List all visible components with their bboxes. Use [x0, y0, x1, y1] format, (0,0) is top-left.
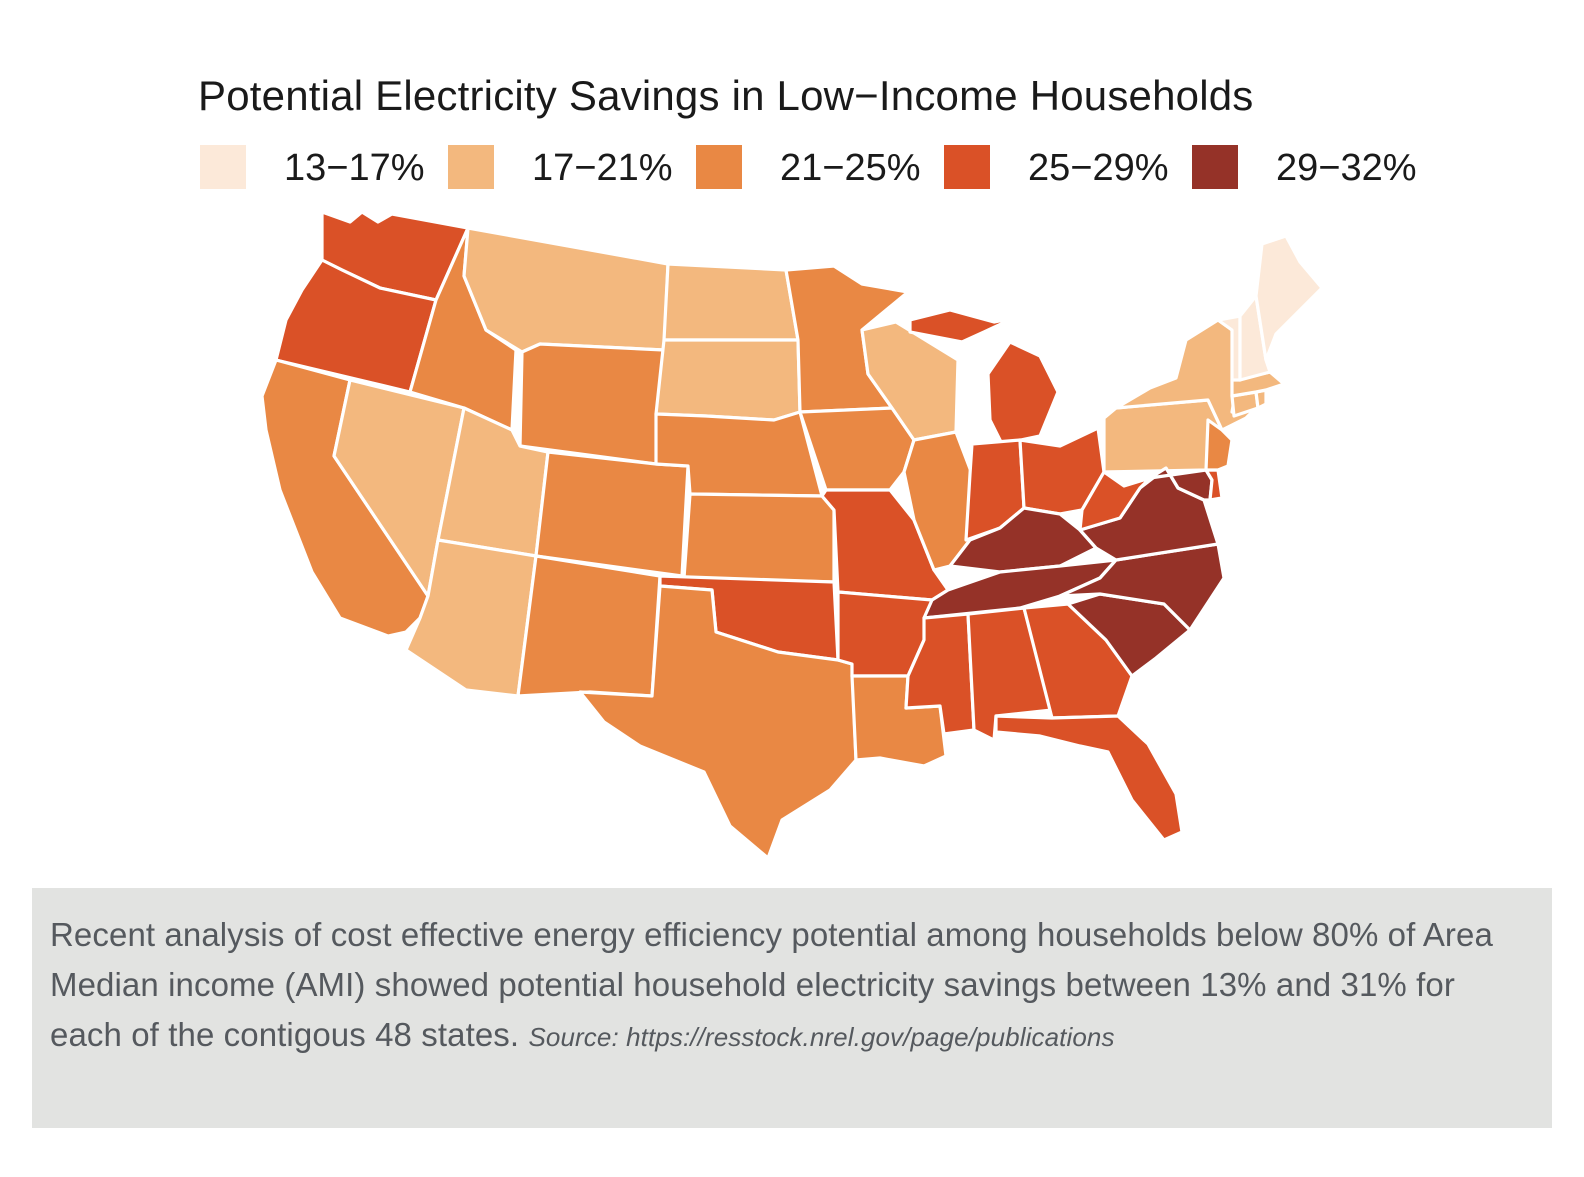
state-MI	[908, 308, 1060, 446]
state-NH	[1238, 294, 1272, 382]
state-PA	[1102, 398, 1224, 474]
caption-box: Recent analysis of cost effective energy…	[32, 888, 1552, 1128]
state-TX	[578, 584, 858, 860]
state-KS	[682, 492, 836, 584]
state-CO	[534, 450, 690, 578]
state-NC	[1058, 542, 1226, 632]
legend-label: 13−17%	[284, 147, 425, 189]
caption-source: Source: https://resstock.nrel.gov/page/p…	[528, 1022, 1115, 1052]
state-VT	[1216, 314, 1242, 382]
legend-label: 17−21%	[532, 147, 673, 189]
legend-label: 29−32%	[1276, 147, 1417, 189]
legend-swatch	[944, 145, 990, 189]
legend-swatch	[200, 145, 246, 189]
us-choropleth-map	[260, 210, 1324, 860]
legend-swatch	[448, 145, 494, 189]
state-ME	[1254, 234, 1324, 362]
legend-label: 21−25%	[780, 147, 921, 189]
state-WY	[518, 342, 666, 466]
caption-text: Recent analysis of cost effective energy…	[50, 910, 1532, 1062]
legend-label: 25−29%	[1028, 147, 1169, 189]
state-NJ	[1204, 418, 1234, 472]
state-NM	[516, 554, 662, 698]
state-WV	[1078, 470, 1152, 532]
chart-title: Potential Electricity Savings in Low−Inc…	[198, 72, 1254, 119]
caption-body: Recent analysis of cost effective energy…	[50, 916, 1493, 1053]
legend-swatch	[696, 145, 742, 189]
state-SD	[654, 338, 802, 422]
state-FL	[994, 714, 1184, 842]
state-MT	[462, 226, 670, 354]
legend-swatch	[1192, 145, 1238, 189]
state-ND	[662, 262, 800, 342]
